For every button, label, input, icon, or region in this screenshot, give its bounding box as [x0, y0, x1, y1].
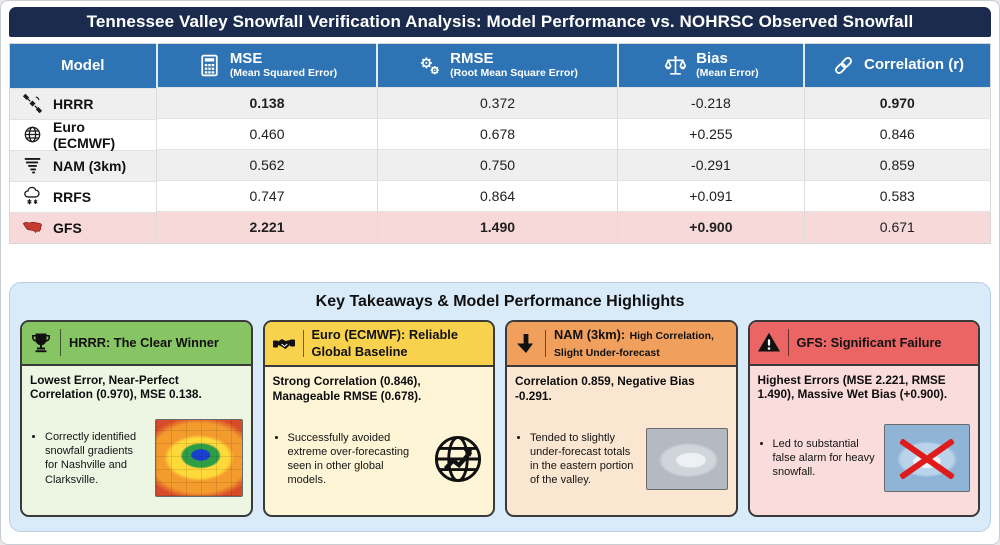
- card-body: Strong Correlation (0.846), Manageable R…: [265, 367, 494, 514]
- card-bullet: Led to substantial false alarm for heavy…: [773, 437, 879, 480]
- card-body: Lowest Error, Near-Perfect Correlation (…: [22, 366, 251, 515]
- rmse-cell: 0.750: [376, 149, 618, 181]
- globe-trend-icon: [431, 432, 485, 486]
- card-bullet: Tended to slightly under-forecast totals…: [530, 431, 640, 488]
- tornado-icon: [22, 155, 44, 176]
- rmse-cell: 0.372: [376, 87, 618, 119]
- mse-cell: 0.460: [156, 118, 378, 150]
- scales-icon: [663, 53, 688, 78]
- mse-cell: 0.138: [156, 87, 378, 119]
- trophy-icon: [29, 329, 61, 356]
- card-body: Correlation 0.859, Negative Bias -0.291.…: [507, 367, 736, 514]
- mse-cell: 0.747: [156, 180, 378, 212]
- model-name: NAM (3km): [53, 157, 127, 174]
- table-row-nam: NAM (3km) 0.562 0.750 -0.291 0.859: [9, 149, 991, 181]
- correlation-cell: 0.671: [803, 211, 991, 243]
- card-bullets: Tended to slightly under-forecast totals…: [515, 431, 640, 488]
- correlation-cell: 0.970: [803, 87, 991, 119]
- cloud-snow-icon: [22, 186, 44, 207]
- card-summary: Highest Errors (MSE 2.221, RMSE 1.490), …: [757, 372, 948, 402]
- model-name: HRRR: [53, 95, 94, 112]
- takeaway-card-nam: NAM (3km): High Correlation, Slight Unde…: [505, 319, 738, 517]
- model-name: Euro (ECMWF): [53, 118, 116, 151]
- snowfall-heatmap-thumbnail: [154, 419, 243, 498]
- correlation-cell: 0.859: [803, 149, 991, 181]
- card-summary: Lowest Error, Near-Perfect Correlation (…: [30, 372, 202, 402]
- warning-icon: [757, 329, 789, 356]
- takeaway-card-gfs: GFS: Significant Failure Highest Errors …: [747, 319, 980, 517]
- bias-cell: +0.255: [617, 118, 805, 150]
- model-cell: RRFS: [10, 180, 157, 212]
- rmse-cell: 0.864: [376, 180, 618, 212]
- model-cell: HRRR: [10, 87, 157, 119]
- card-bullets: Successfully avoided extreme over-foreca…: [273, 431, 426, 488]
- mse-cell: 0.562: [156, 149, 378, 181]
- model-name: RRFS: [53, 188, 92, 205]
- correlation-cell: 0.846: [803, 118, 991, 150]
- link-icon: [831, 53, 856, 78]
- model-cell: GFS: [10, 211, 157, 243]
- model-cell: NAM (3km): [10, 149, 157, 181]
- card-summary: Strong Correlation (0.846), Manageable R…: [272, 374, 422, 404]
- card-summary: Correlation 0.859, Negative Bias -0.291.: [515, 374, 695, 404]
- bias-cell: -0.291: [617, 149, 805, 181]
- column-header-rmse: RMSE (Root Mean Square Error): [376, 43, 618, 88]
- globe-icon: [22, 124, 44, 145]
- model-cell: Euro (ECMWF): [10, 118, 157, 151]
- card-header: HRRR: The Clear Winner: [22, 321, 251, 366]
- takeaways-title: Key Takeaways & Model Performance Highli…: [315, 292, 685, 310]
- card-title: Euro (ECMWF): Reliable Global Baseline: [311, 326, 458, 360]
- rmse-cell: 1.490: [376, 211, 618, 243]
- card-title: GFS: Significant Failure: [796, 334, 942, 350]
- table-row-euro: Euro (ECMWF) 0.460 0.678 +0.255 0.846: [9, 118, 991, 151]
- column-header-correlation: Correlation (r): [803, 43, 991, 88]
- card-bullets: Led to substantial false alarm for heavy…: [758, 437, 879, 480]
- usa-map-icon: [22, 217, 44, 238]
- takeaways-panel: Key Takeaways & Model Performance Highli…: [9, 281, 991, 532]
- card-title: HRRR: The Clear Winner: [69, 334, 219, 350]
- mse-cell: 2.221: [156, 211, 378, 243]
- table-row-rrfs: RRFS 0.747 0.864 +0.091 0.583: [9, 180, 991, 212]
- table-row-hrrr: HRRR 0.138 0.372 -0.218 0.970: [9, 87, 991, 119]
- card-bullet: Successfully avoided extreme over-foreca…: [288, 431, 426, 488]
- card-header: GFS: Significant Failure: [749, 321, 978, 366]
- card-title: NAM (3km):: [554, 326, 626, 342]
- card-body: Highest Errors (MSE 2.221, RMSE 1.490), …: [750, 366, 979, 515]
- bias-cell: -0.218: [617, 87, 805, 119]
- model-name: GFS: [53, 219, 82, 236]
- column-header-model: Model: [9, 43, 157, 88]
- takeaway-cards: HRRR: The Clear Winner Lowest Error, Nea…: [20, 319, 980, 517]
- blue-map-x-thumbnail: [884, 424, 970, 493]
- down-arrow-icon: [514, 329, 546, 357]
- calculator-icon: [197, 53, 222, 78]
- column-header-bias: Bias (Mean Error): [616, 43, 805, 88]
- table-header-row: Model MSE (Mean Squared Error): [9, 43, 991, 88]
- column-header-mse: MSE (Mean Squared Error): [155, 43, 378, 88]
- rmse-cell: 0.678: [376, 118, 618, 150]
- card-bullets: Correctly identified snowfall gradients …: [30, 430, 149, 487]
- page-title: Tennessee Valley Snowfall Verification A…: [9, 7, 991, 37]
- gears-icon: [417, 53, 442, 78]
- satellite-icon: [22, 93, 44, 114]
- card-bullet: Correctly identified snowfall gradients …: [45, 430, 149, 487]
- bias-cell: +0.091: [617, 180, 805, 212]
- bias-cell: +0.900: [617, 211, 805, 243]
- takeaway-card-euro: Euro (ECMWF): Reliable Global Baseline S…: [262, 319, 495, 517]
- card-header: NAM (3km): High Correlation, Slight Unde…: [507, 321, 736, 368]
- metrics-table: Model MSE (Mean Squared Error): [9, 43, 991, 244]
- page-title-text: Tennessee Valley Snowfall Verification A…: [86, 12, 914, 31]
- handshake-icon: [272, 329, 304, 357]
- gray-map-thumbnail: [645, 428, 728, 491]
- takeaway-card-hrrr: HRRR: The Clear Winner Lowest Error, Nea…: [20, 319, 253, 517]
- correlation-cell: 0.583: [803, 180, 991, 212]
- table-row-gfs: GFS 2.221 1.490 +0.900 0.671: [9, 211, 991, 243]
- card-header: Euro (ECMWF): Reliable Global Baseline: [264, 321, 493, 368]
